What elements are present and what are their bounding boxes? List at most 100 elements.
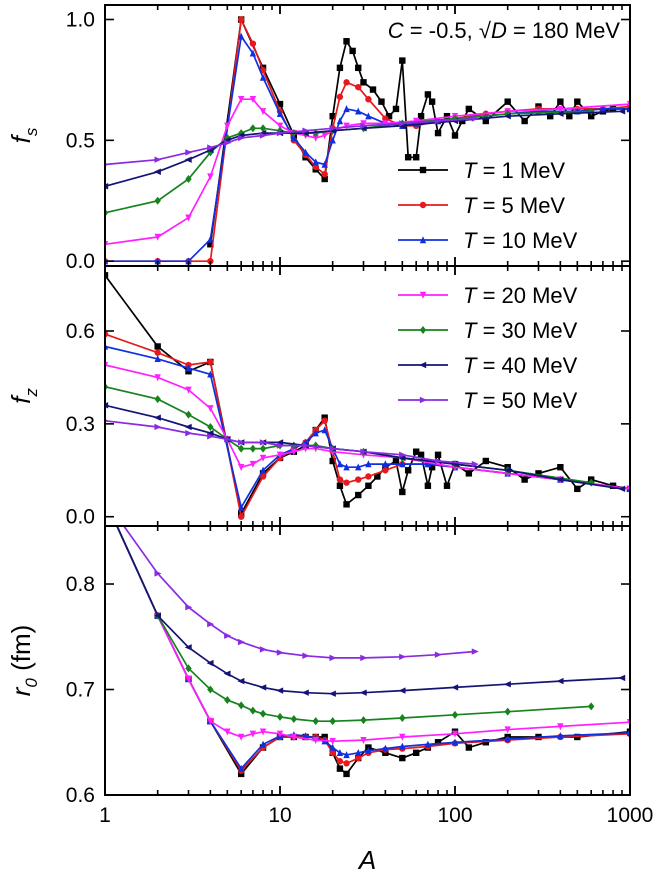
data-point <box>609 482 617 489</box>
legend-item: T = 40 MeV <box>398 353 578 378</box>
data-point <box>424 91 432 98</box>
data-point <box>185 386 192 394</box>
data-point <box>482 117 490 125</box>
data-point <box>417 451 425 459</box>
data-point <box>557 732 564 740</box>
data-point <box>249 49 257 57</box>
series-line <box>116 526 630 776</box>
data-point <box>434 739 442 746</box>
data-point <box>154 395 161 404</box>
data-point <box>154 343 161 350</box>
data-point <box>434 117 442 125</box>
data-point <box>471 115 479 122</box>
data-point <box>154 257 161 265</box>
series-r0-3 <box>116 526 630 745</box>
data-point <box>259 684 267 691</box>
y-tick-label: 0.3 <box>66 413 95 436</box>
y-tick-label: 0.0 <box>66 250 95 273</box>
data-point <box>302 652 310 659</box>
data-point <box>302 127 310 134</box>
data-point <box>360 79 367 86</box>
data-point <box>237 134 245 142</box>
data-point <box>398 454 406 462</box>
data-point <box>547 112 554 120</box>
data-point <box>276 730 284 738</box>
data-point <box>365 746 372 754</box>
data-point <box>237 513 245 520</box>
y-tick-label: 0.5 <box>66 129 95 152</box>
data-point <box>451 738 459 746</box>
x-tick-label: 1 <box>99 804 111 827</box>
data-point <box>237 463 245 471</box>
data-point <box>154 349 161 356</box>
series-r0-6 <box>122 526 479 662</box>
data-point <box>301 689 309 696</box>
data-point <box>329 717 336 726</box>
y-axis-label: fs <box>6 127 41 143</box>
data-point <box>399 754 406 762</box>
x-tick-label: 100 <box>437 804 472 827</box>
y-tick-label: 0.6 <box>66 320 95 343</box>
data-point <box>237 96 245 104</box>
data-point <box>259 454 267 462</box>
y-tick-label: 0.0 <box>66 506 95 529</box>
data-point <box>349 47 356 55</box>
plot-area <box>105 16 630 265</box>
data-point <box>321 417 328 424</box>
data-point <box>451 710 459 719</box>
data-point <box>504 726 511 734</box>
series-line <box>105 404 623 490</box>
data-point <box>276 649 284 656</box>
data-point <box>321 426 328 434</box>
data-point <box>312 717 319 726</box>
data-point <box>321 170 328 178</box>
y-tick-label: 0.8 <box>66 573 95 596</box>
data-point <box>417 112 425 120</box>
data-point <box>276 439 284 446</box>
data-point <box>434 451 442 459</box>
data-point <box>385 112 393 120</box>
data-point <box>343 770 350 778</box>
data-point <box>329 136 336 144</box>
data-point <box>302 732 309 740</box>
data-point <box>557 105 564 113</box>
data-point <box>360 716 367 725</box>
series-line <box>116 526 630 770</box>
y-tick-label: 0.7 <box>66 679 95 702</box>
data-point <box>153 414 161 421</box>
data-point <box>224 632 232 639</box>
data-point <box>355 749 362 757</box>
data-point <box>365 482 372 489</box>
data-point <box>465 744 473 751</box>
data-point <box>360 736 367 744</box>
data-point <box>521 476 528 483</box>
data-point <box>434 457 442 465</box>
data-point <box>369 86 377 93</box>
series-line <box>105 110 623 188</box>
legend-marker <box>419 236 427 244</box>
data-point <box>336 64 344 72</box>
data-point <box>574 98 581 105</box>
data-point <box>412 749 420 757</box>
legend-upper: T = 1 MeV T = 5 MeV T = 10 MeV <box>398 158 578 253</box>
data-point <box>503 681 511 688</box>
data-point <box>336 93 344 101</box>
legend-marker <box>419 291 427 299</box>
data-point <box>237 764 245 772</box>
data-point <box>328 690 336 697</box>
data-point <box>360 654 368 662</box>
data-point <box>336 482 344 489</box>
data-point <box>399 653 407 661</box>
series-fz-5 <box>105 402 626 493</box>
data-point <box>185 214 192 222</box>
panel-fz: 0.0 0.3 0.6 fz <box>6 265 631 529</box>
data-point <box>207 717 214 725</box>
series-r0-0 <box>116 526 630 778</box>
data-point <box>343 751 350 759</box>
data-point <box>329 654 337 662</box>
data-point <box>207 173 214 181</box>
data-point <box>392 457 400 465</box>
data-point <box>207 620 215 628</box>
data-point <box>207 370 214 378</box>
data-point <box>185 257 192 265</box>
